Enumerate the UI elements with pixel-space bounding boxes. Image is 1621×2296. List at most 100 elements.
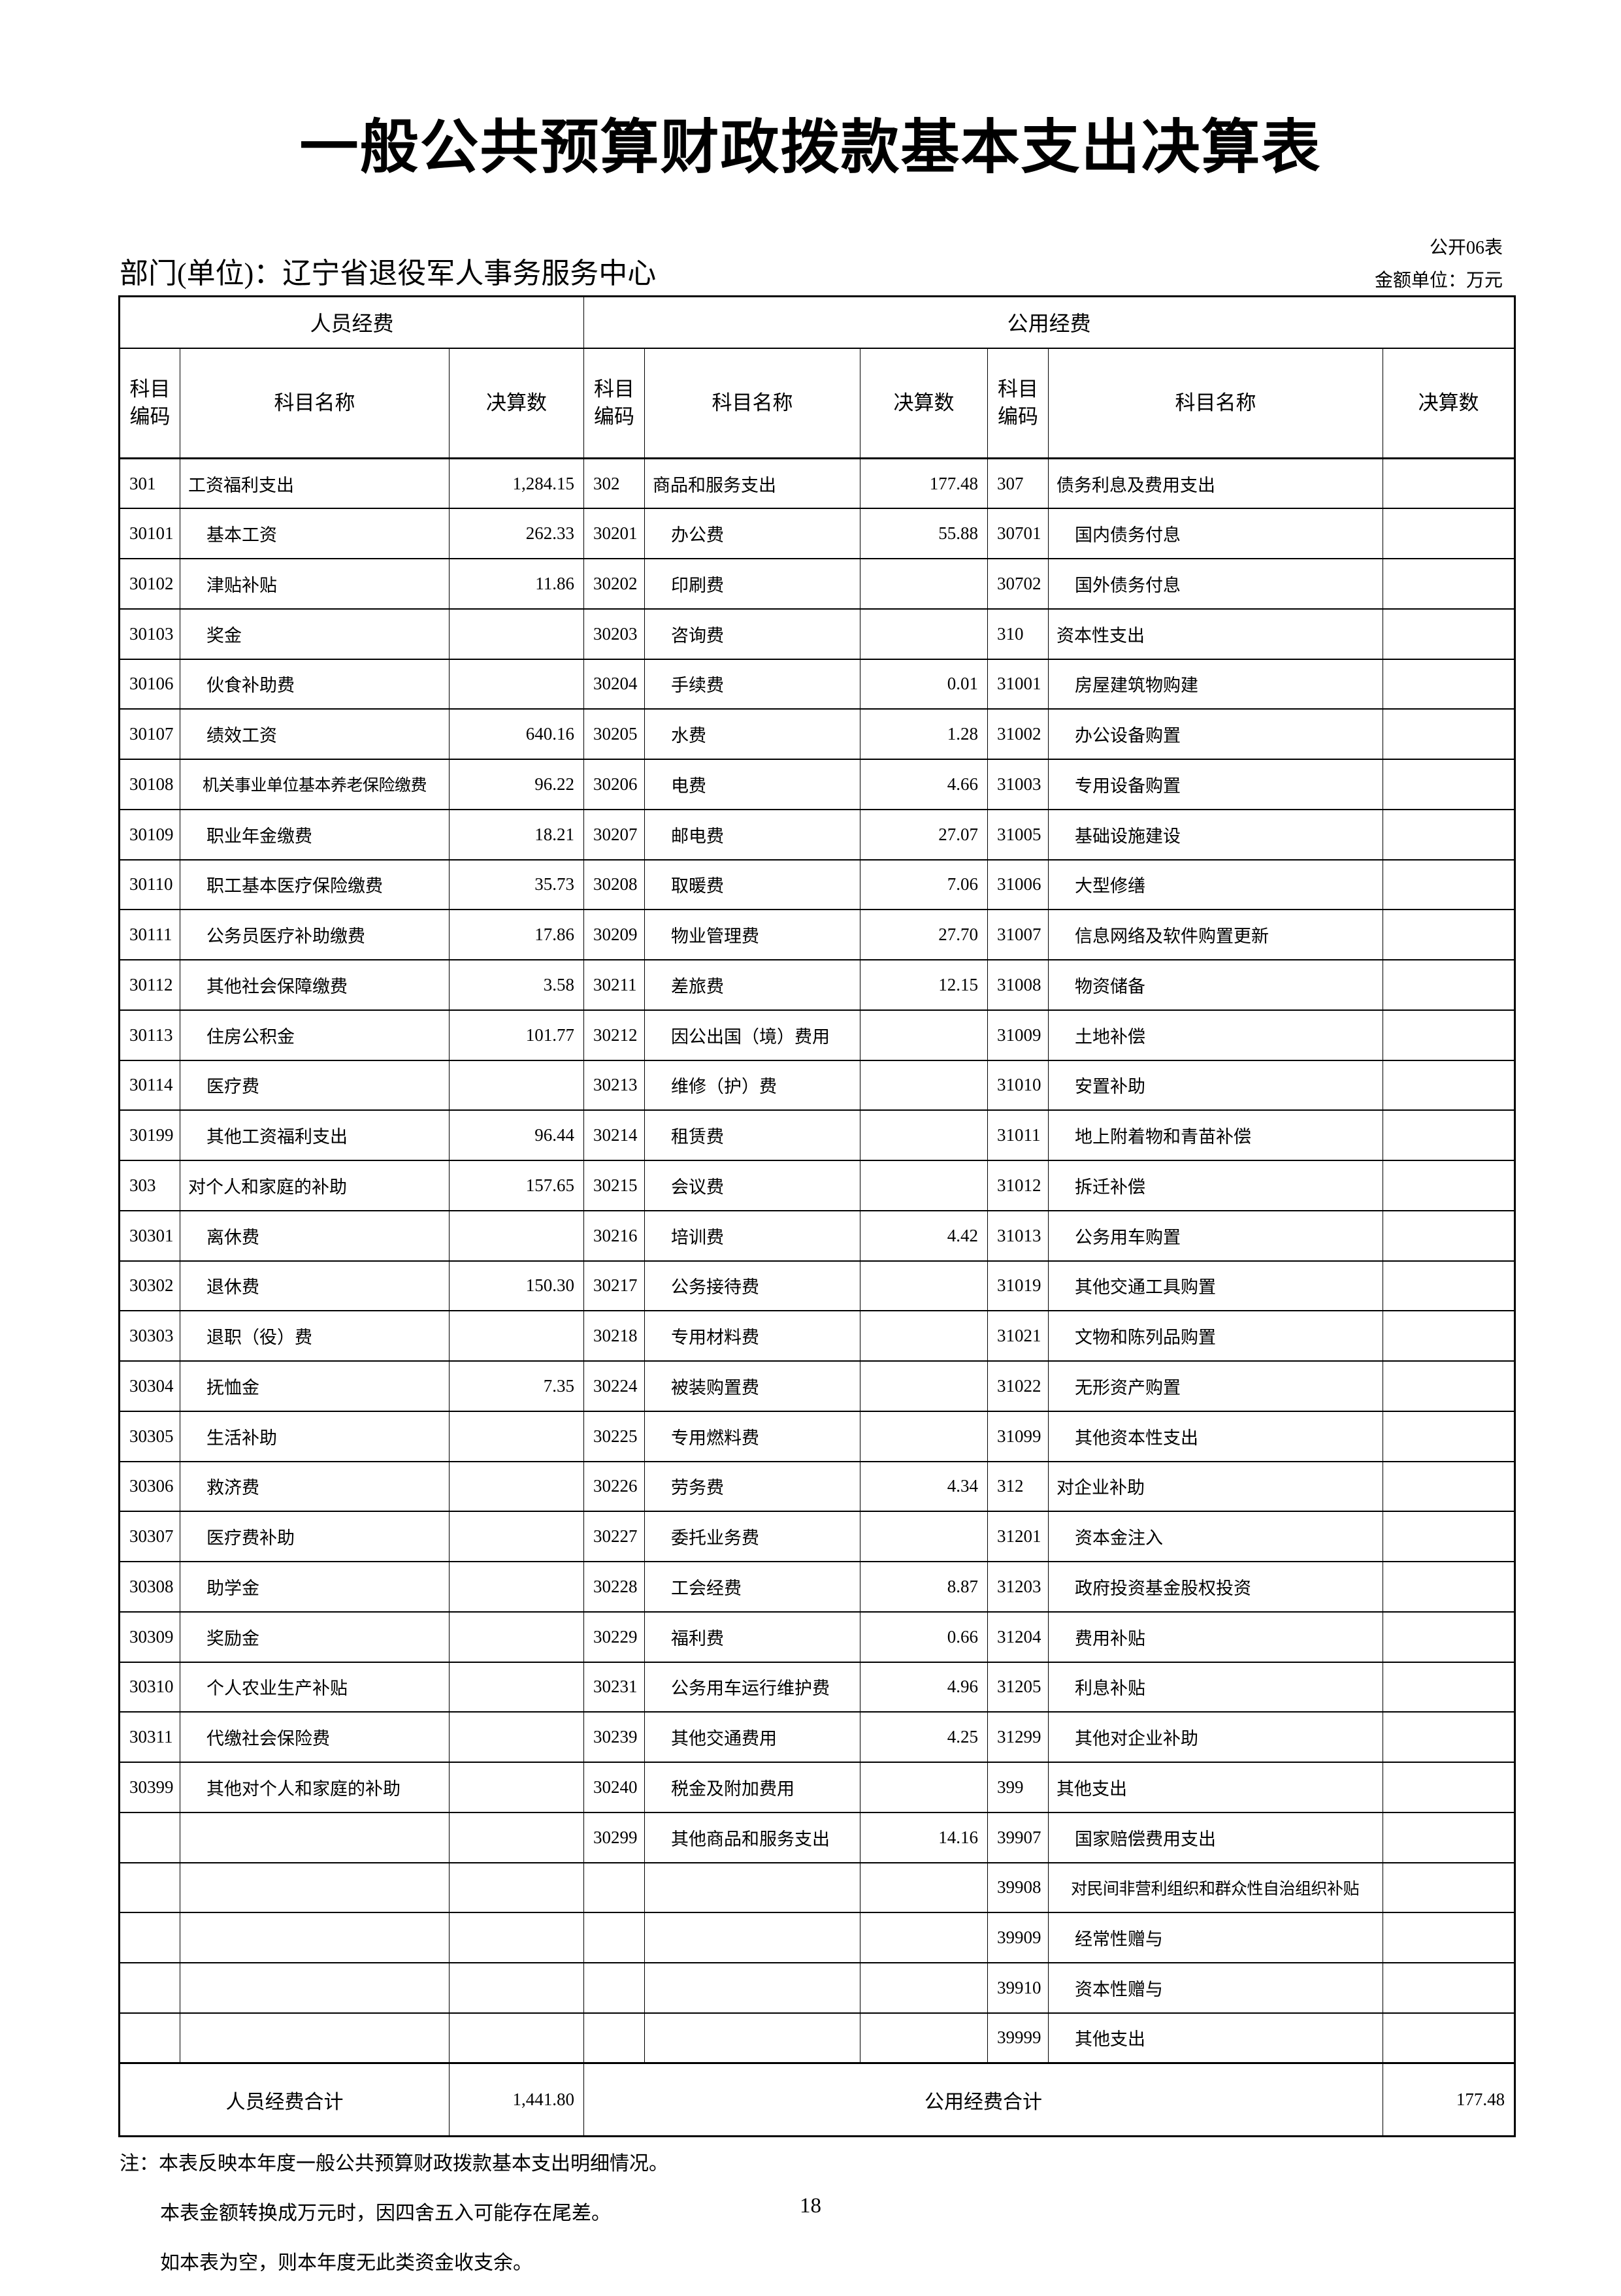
table-row: 30103 奖金 30203 咨询费 310 资本性支出	[119, 608, 1516, 660]
subject-code-cell	[119, 2012, 180, 2064]
amount-cell	[860, 1912, 989, 1963]
subject-name-cell: 劳务费	[644, 1460, 861, 1513]
table-row: 39999 其他支出	[119, 2012, 1516, 2064]
subject-name-cell: 其他支出	[1048, 1762, 1384, 1813]
subject-code-cell	[119, 1811, 180, 1863]
subject-code-cell: 30208	[583, 859, 646, 911]
subject-name-cell: 资本金注入	[1048, 1511, 1384, 1562]
subject-name-cell: 医疗费补助	[180, 1511, 450, 1562]
amount-cell	[860, 1861, 989, 1914]
subject-name-cell: 手续费	[644, 658, 861, 710]
subject-name-cell: 取暖费	[644, 859, 861, 911]
subject-name-cell: 商品和服务支出	[644, 457, 861, 510]
subject-code-cell	[119, 1912, 180, 1963]
table-row: 30112 其他社会保障缴费 3.58 30211 差旅费 12.15 31008 物资储备	[119, 959, 1516, 1011]
subject-name-cell: 利息补贴	[1048, 1661, 1384, 1713]
subject-name-cell: 印刷费	[644, 558, 861, 610]
table-row: 30299 其他商品和服务支出 14.16 39907 国家赔偿费用支出	[119, 1811, 1516, 1863]
subject-name-cell: 资本性支出	[1048, 608, 1384, 660]
subject-code-cell: 30215	[583, 1160, 646, 1211]
table-row: 39909 经常性赠与	[119, 1912, 1516, 1963]
subject-code-cell: 30103	[119, 608, 180, 660]
subject-name-cell: 其他支出	[1048, 2012, 1384, 2064]
amount-cell	[1383, 1059, 1516, 1111]
amount-cell	[1383, 1661, 1516, 1713]
subject-name-cell: 奖金	[180, 608, 450, 660]
subject-code-cell: 302	[583, 457, 646, 510]
subject-name-cell: 对民间非营利组织和群众性自治组织补贴	[1048, 1861, 1384, 1914]
subject-name-cell: 因公出国（境）费用	[644, 1009, 861, 1061]
amount-cell	[448, 1811, 585, 1863]
amount-cell	[860, 1511, 989, 1562]
subject-code-cell: 31299	[987, 1711, 1049, 1763]
subject-name-cell: 绩效工资	[180, 708, 450, 760]
subject-code-cell: 30231	[583, 1661, 646, 1713]
subject-code-cell: 31002	[987, 708, 1049, 760]
table-row: 30106 伙食补助费 30204 手续费 0.01 31001 房屋建筑物购建	[119, 658, 1516, 710]
subject-code-cell: 30113	[119, 1009, 180, 1061]
subject-name-cell	[644, 1912, 861, 1963]
department-label: 部门(单位)：辽宁省退役军人事务服务中心	[120, 257, 657, 289]
amount-cell	[448, 658, 585, 710]
subject-code-cell: 31204	[987, 1611, 1049, 1663]
amount-cell	[1383, 1861, 1516, 1914]
subject-name-header: 科目名称	[180, 347, 450, 459]
subject-name-cell: 其他商品和服务支出	[644, 1811, 861, 1863]
amount-cell	[1383, 1561, 1516, 1613]
amount-cell: 4.34	[860, 1460, 989, 1513]
subject-code-cell: 30217	[583, 1260, 646, 1312]
subject-name-cell: 专用设备购置	[1048, 759, 1384, 810]
amount-cell	[860, 1762, 989, 1813]
amount-cell	[448, 1511, 585, 1562]
amount-cell	[1383, 558, 1516, 610]
group-header-public: 公用经费	[583, 295, 1516, 349]
subject-name-cell: 土地补偿	[1048, 1009, 1384, 1061]
subject-code-cell: 31006	[987, 859, 1049, 911]
subject-name-cell: 维修（护）费	[644, 1059, 861, 1111]
public-total-value: 177.48	[1383, 2062, 1516, 2137]
page-number: 18	[800, 2194, 821, 2218]
amount-cell	[448, 1059, 585, 1111]
subject-name-header: 科目名称	[1048, 347, 1384, 459]
subject-code-header: 科目编码	[987, 347, 1049, 459]
amount-cell: 27.70	[860, 909, 989, 960]
subject-name-cell: 公务接待费	[644, 1260, 861, 1312]
table-row: 30108 机关事业单位基本养老保险缴费 96.22 30206 电费 4.66 31003…	[119, 759, 1516, 810]
subject-code-cell: 30225	[583, 1410, 646, 1462]
amount-cell	[448, 1861, 585, 1914]
subject-name-cell: 对个人和家庭的补助	[180, 1160, 450, 1211]
subject-name-cell: 水费	[644, 708, 861, 760]
amount-cell	[448, 1209, 585, 1262]
amount-header: 决算数	[448, 347, 585, 459]
subject-code-cell: 30112	[119, 959, 180, 1011]
subject-name-cell: 拆迁补偿	[1048, 1160, 1384, 1211]
budget-table-body: 人员经费 公用经费 科目编码 科目名称 决算数 科目编码 科目名称 决算数 科目编码 科目名称 决算…	[118, 295, 1516, 2137]
subject-code-cell: 39999	[987, 2012, 1049, 2064]
subject-name-cell: 办公设备购置	[1048, 708, 1384, 760]
amount-cell	[860, 1109, 989, 1161]
subject-name-cell: 助学金	[180, 1561, 450, 1613]
amount-header: 决算数	[860, 347, 989, 459]
amount-cell	[860, 558, 989, 610]
subject-name-cell	[644, 2012, 861, 2064]
table-row: 30399 其他对个人和家庭的补助 30240 税金及附加费用 399 其他支出	[119, 1762, 1516, 1813]
amount-cell	[1383, 859, 1516, 911]
amount-cell	[1383, 909, 1516, 960]
subject-code-cell: 307	[987, 457, 1049, 510]
subject-name-cell: 信息网络及软件购置更新	[1048, 909, 1384, 960]
amount-cell: 17.86	[448, 909, 585, 960]
subject-code-cell: 30101	[119, 508, 180, 559]
subject-name-cell: 代缴社会保险费	[180, 1711, 450, 1763]
amount-cell: 262.33	[448, 508, 585, 559]
subject-name-cell: 救济费	[180, 1460, 450, 1513]
table-row: 30111 公务员医疗补助缴费 17.86 30209 物业管理费 27.70 31007 信…	[119, 909, 1516, 960]
subject-code-cell: 30304	[119, 1360, 180, 1412]
subject-name-cell: 医疗费	[180, 1059, 450, 1111]
subject-code-cell: 30302	[119, 1260, 180, 1312]
amount-cell: 35.73	[448, 859, 585, 911]
amount-cell	[448, 608, 585, 660]
table-row: 30102 津贴补贴 11.86 30202 印刷费 30702 国外债务付息	[119, 558, 1516, 610]
amount-cell	[1383, 1160, 1516, 1211]
amount-cell	[448, 2012, 585, 2064]
subject-code-cell: 30224	[583, 1360, 646, 1412]
